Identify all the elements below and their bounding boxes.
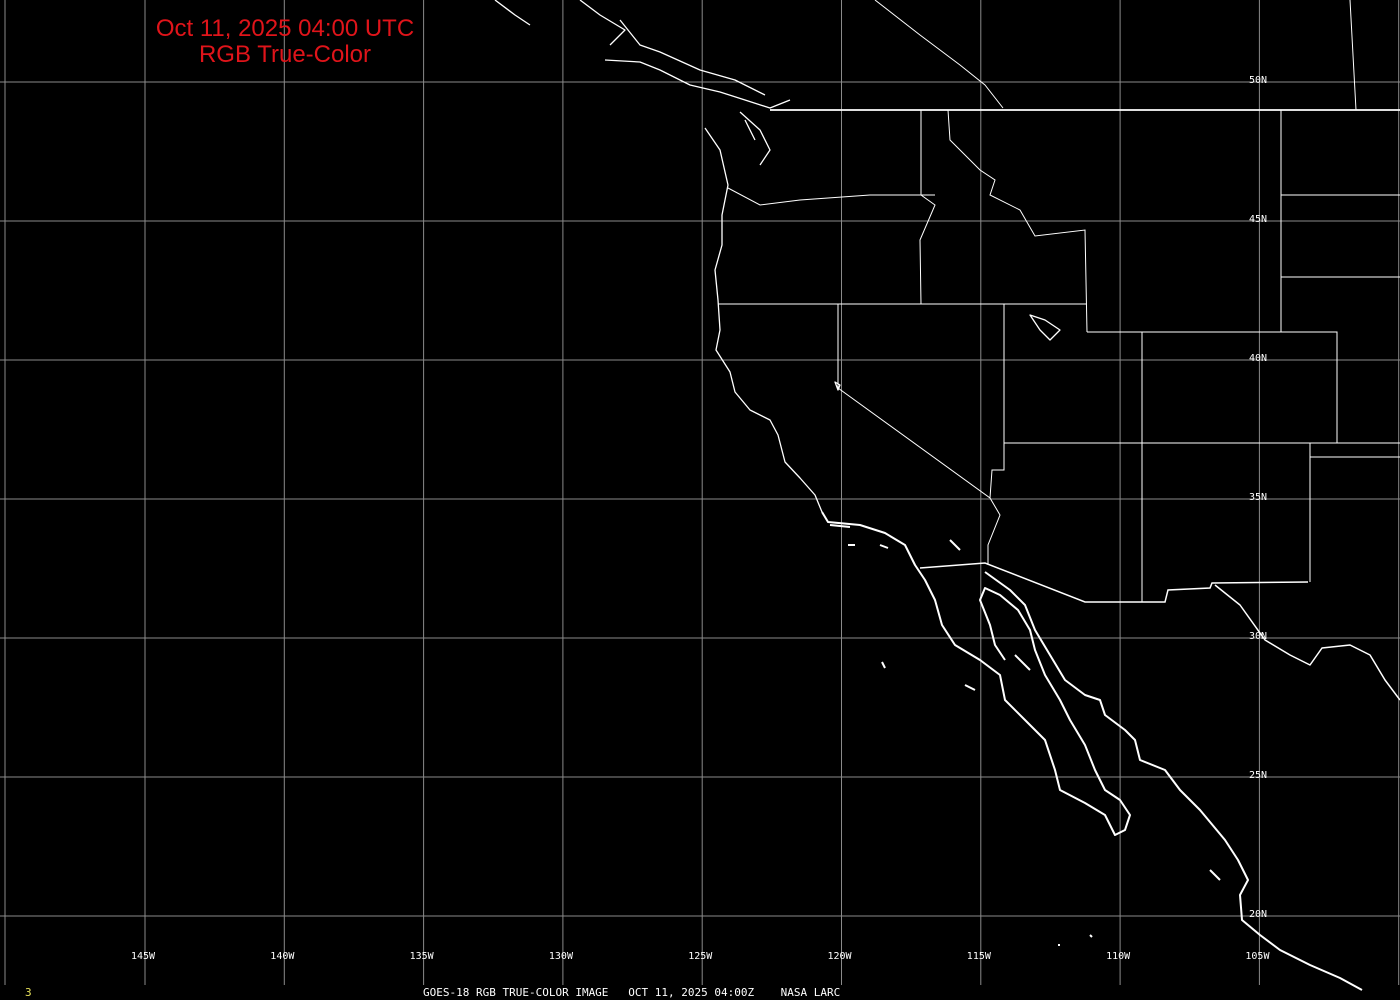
- longitude-label: 120W: [827, 951, 852, 962]
- mexico-gulf-coast: [1214, 584, 1400, 701]
- title-date: Oct 11, 2025 04:00 UTC: [155, 15, 415, 42]
- idaho-west-border: [919, 110, 936, 305]
- mexico-mainland-coast: [984, 571, 1363, 991]
- longitude-label: 105W: [1245, 951, 1270, 962]
- puget-sound: [739, 111, 771, 166]
- latitude-label: 25N: [1249, 770, 1268, 781]
- longitude-label: 125W: [688, 951, 713, 962]
- latitude-label: 30N: [1249, 631, 1268, 642]
- latitude-label: 20N: [1249, 909, 1268, 920]
- frame-number: 3: [25, 986, 32, 999]
- us-mexico-border: [919, 562, 1309, 603]
- longitude-label: 140W: [270, 951, 295, 962]
- latitude-label: 35N: [1249, 492, 1268, 503]
- latitude-label: 45N: [1249, 214, 1268, 225]
- wyoming-borders: [1280, 110, 1400, 332]
- washington-oregon-border: [727, 187, 935, 206]
- new-mexico-border: [1309, 443, 1400, 582]
- california-nevada-border: [837, 304, 1001, 565]
- longitude-label: 145W: [131, 951, 156, 962]
- longitude-label: 115W: [966, 951, 991, 962]
- nevada-utah-border: [989, 304, 1005, 499]
- coastlines: [494, 0, 1400, 991]
- utah-borders: [1087, 331, 1338, 602]
- vancouver-island-coast: [494, 0, 791, 109]
- islands: [829, 524, 1221, 946]
- longitude-label: 130W: [548, 951, 573, 962]
- longitude-label: 135W: [409, 951, 434, 962]
- us-west-coast: [704, 127, 823, 513]
- idaho-montana-border: [947, 109, 1088, 333]
- latitude-label: 50N: [1249, 75, 1268, 86]
- political-boundaries: [718, 0, 1400, 603]
- title-product: RGB True-Color: [198, 41, 372, 68]
- longitude-label: 110W: [1106, 951, 1131, 962]
- image-caption: GOES-18 RGB TRUE-COLOR IMAGE OCT 11, 202…: [423, 986, 841, 999]
- latitude-label: 40N: [1249, 353, 1268, 364]
- canada-province-border: [874, 0, 1357, 111]
- great-salt-lake: [1029, 314, 1061, 341]
- baja-outer-coast: [821, 511, 1131, 836]
